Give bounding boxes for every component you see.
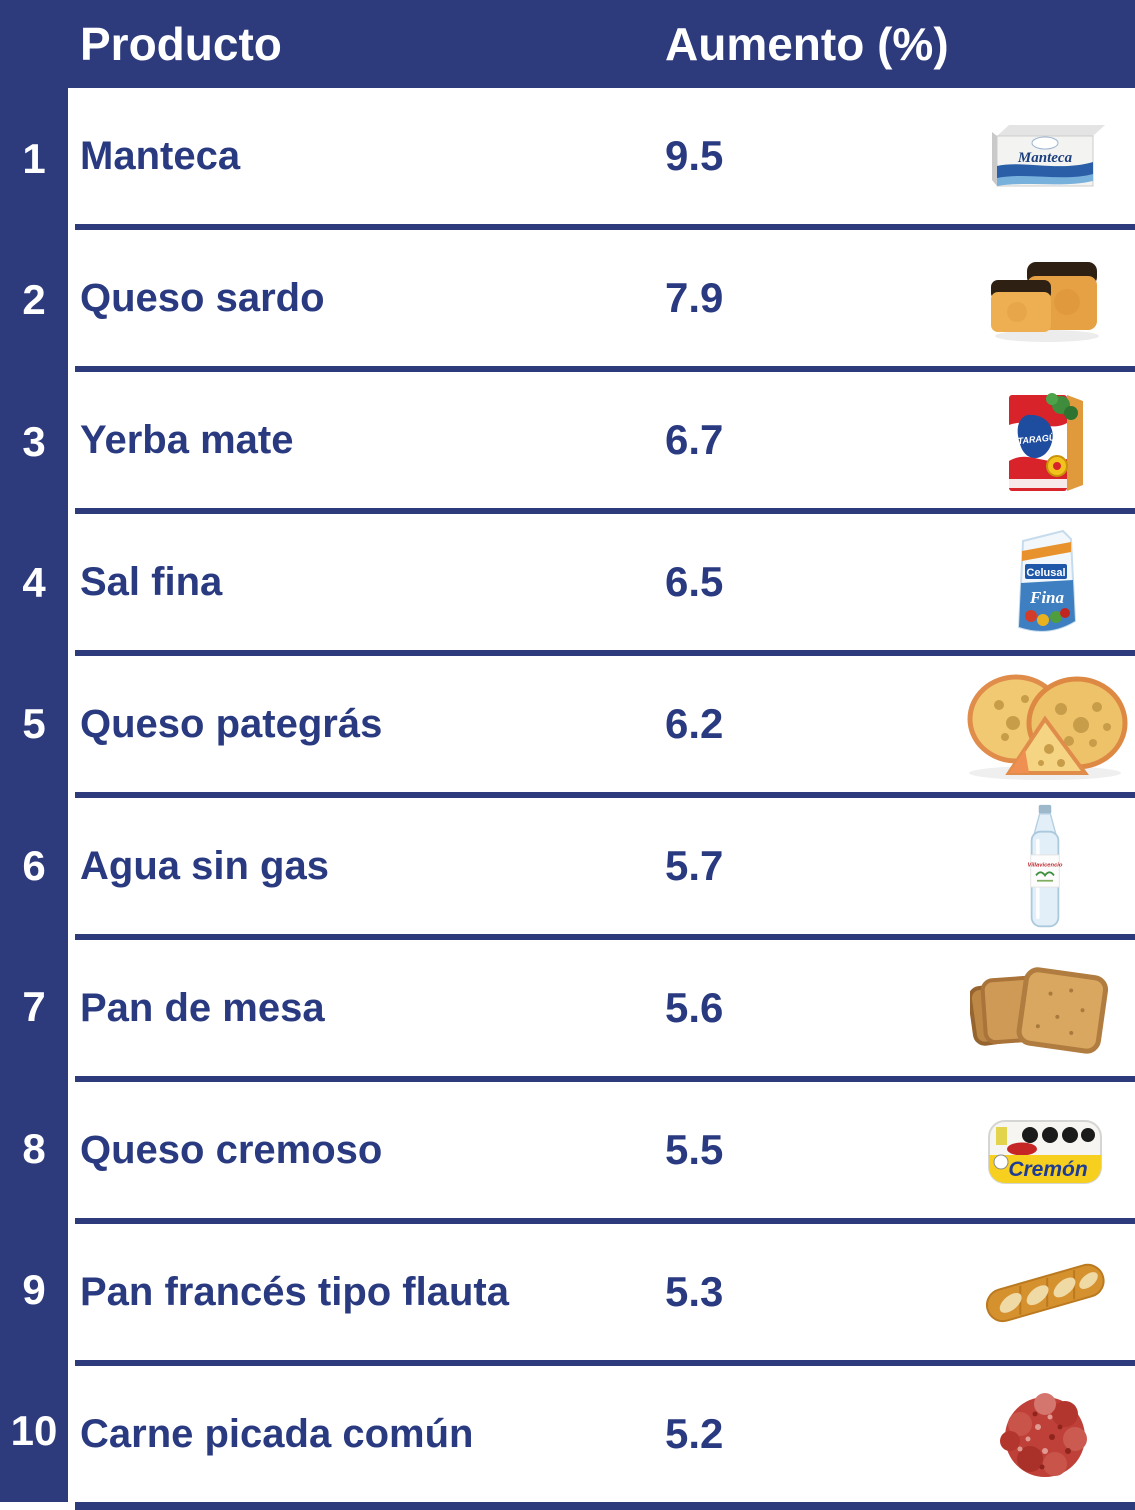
- table-row: Queso sardo 7.9: [75, 224, 1135, 366]
- product-photo-cell: Celusal Fina: [955, 525, 1135, 639]
- butter-pack-image: Manteca: [992, 125, 1105, 187]
- queso-sardo-image: [990, 262, 1099, 342]
- table-row: Carne picada común 5.2: [75, 1360, 1135, 1502]
- product-photo-cell: TARAGÜI: [955, 385, 1135, 495]
- row-rank-6: 6: [22, 841, 46, 889]
- product-photo-cell: Manteca: [955, 120, 1135, 192]
- row-rank-8: 8: [22, 1124, 46, 1172]
- yerba-mate-pack-image: TARAGÜI: [1009, 393, 1083, 491]
- product-name: Queso cremoso: [80, 1127, 383, 1172]
- table-body: Manteca 9.5 Manteca Queso sardo 7.9: [75, 88, 1135, 1502]
- increase-value: 5.3: [665, 1268, 724, 1315]
- rank-list: 1 2 3 4 5 6 7 8 9 10: [0, 88, 68, 1502]
- product-photo-cell: Cremón: [955, 1109, 1135, 1191]
- table-header: Producto Aumento (%): [0, 0, 1135, 88]
- queso-pategras-image: [967, 674, 1128, 780]
- increase-value: 5.2: [665, 1410, 724, 1457]
- header-producto: Producto: [80, 18, 282, 70]
- yerba-brand-label: TARAGÜI: [1017, 432, 1059, 446]
- increase-value: 6.2: [665, 700, 724, 747]
- increase-value: 7.9: [665, 274, 724, 321]
- increase-value: 9.5: [665, 132, 724, 179]
- header-aumento: Aumento (%): [665, 18, 949, 70]
- row-rank-4: 4: [22, 558, 46, 606]
- table-row: Agua sin gas 5.7 Villavicencio: [75, 792, 1135, 934]
- product-photo-cell: [955, 1246, 1135, 1338]
- row-rank-3: 3: [22, 417, 46, 465]
- row-rank-5: 5: [22, 700, 46, 748]
- cremon-brand-label: Cremón: [1008, 1158, 1087, 1181]
- product-photo-cell: [955, 252, 1135, 344]
- increase-value: 5.5: [665, 1126, 724, 1173]
- product-name: Queso pategrás: [80, 701, 383, 746]
- bottom-border: [75, 1502, 1135, 1510]
- product-name: Pan francés tipo flauta: [80, 1269, 509, 1314]
- ground-meat-image: [1000, 1393, 1087, 1477]
- water-brand-label: Villavicencio: [1028, 862, 1063, 868]
- rank-column-band: [0, 0, 68, 1502]
- salt-brand-label: Celusal: [1026, 567, 1065, 579]
- baguette-image: [985, 1263, 1105, 1323]
- increase-value: 5.6: [665, 984, 724, 1031]
- salt-type-label: Fina: [1029, 588, 1065, 607]
- row-rank-2: 2: [22, 276, 46, 324]
- product-name: Sal fina: [80, 559, 223, 604]
- table-row: Manteca 9.5 Manteca: [75, 88, 1135, 224]
- increase-value: 6.7: [665, 416, 724, 463]
- table-row: Sal fina 6.5 Celusal Fina: [75, 508, 1135, 650]
- product-name: Carne picada común: [80, 1411, 474, 1456]
- product-name: Manteca: [80, 133, 241, 178]
- queso-cremoso-pack-image: Cremón: [988, 1120, 1102, 1184]
- butter-pack-label: Manteca: [1017, 150, 1073, 166]
- table-row: Pan de mesa 5.6: [75, 934, 1135, 1076]
- product-photo-cell: [955, 956, 1135, 1060]
- product-photo-cell: Villavicencio: [955, 803, 1135, 930]
- table-row: Pan francés tipo flauta 5.3: [75, 1218, 1135, 1360]
- table-row: Yerba mate 6.7 TARAGÜI: [75, 366, 1135, 508]
- increase-value: 6.5: [665, 558, 724, 605]
- row-rank-9: 9: [22, 1265, 46, 1313]
- table-row: Queso cremoso 5.5 Cremón: [75, 1076, 1135, 1218]
- water-bottle-image: Villavicencio: [1028, 804, 1063, 927]
- salt-bag-image: Celusal Fina: [1017, 529, 1077, 632]
- product-photo-cell: [955, 1379, 1135, 1489]
- increase-value: 5.7: [665, 842, 724, 889]
- product-name: Pan de mesa: [80, 985, 325, 1030]
- product-name: Agua sin gas: [80, 843, 329, 888]
- row-rank-1: 1: [22, 134, 46, 182]
- product-photo-cell: [955, 665, 1135, 783]
- table-row: Queso pategrás 6.2: [75, 650, 1135, 792]
- bread-slices-image: [970, 967, 1109, 1054]
- product-name: Queso sardo: [80, 275, 325, 320]
- row-rank-10: 10: [10, 1407, 58, 1455]
- row-rank-7: 7: [22, 983, 46, 1031]
- product-name: Yerba mate: [80, 417, 294, 462]
